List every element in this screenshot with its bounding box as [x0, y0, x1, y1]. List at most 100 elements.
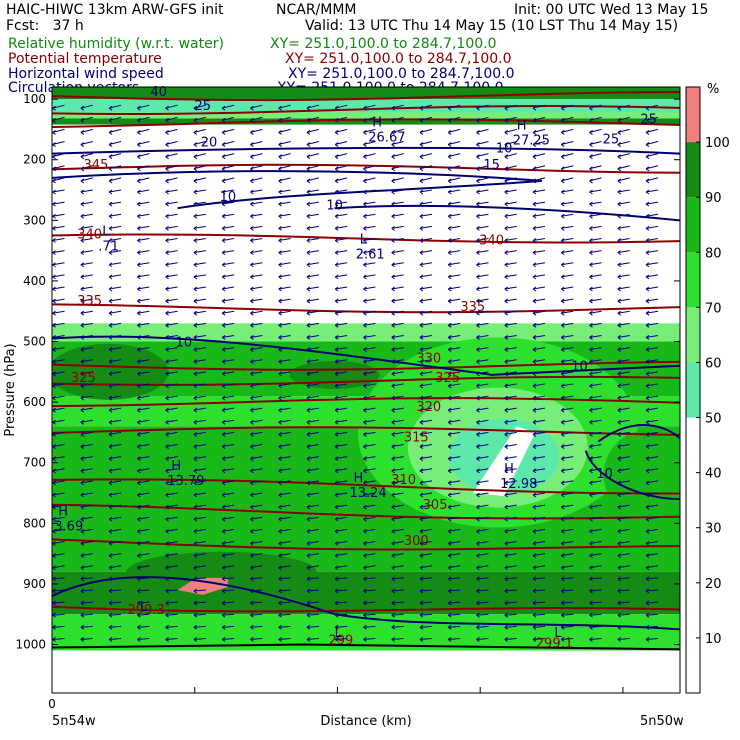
wind-vector — [278, 213, 291, 219]
wind-vector — [617, 553, 630, 559]
wind-vector — [419, 624, 432, 630]
wind-vector — [80, 456, 93, 462]
y-tick-label: 500 — [23, 335, 46, 349]
wind-vector — [617, 286, 630, 292]
wind-vector — [645, 444, 659, 449]
wind-vector — [391, 116, 404, 123]
wind-vector — [419, 371, 433, 377]
theta-label: 315 — [404, 431, 429, 446]
wind-vector — [617, 116, 630, 123]
wind-vector — [560, 553, 574, 559]
colorbar-tick-label: 60 — [705, 356, 722, 371]
wind-vector — [560, 128, 574, 135]
x-left-endpoint: 5n54w — [52, 714, 96, 729]
wind-vector — [250, 165, 263, 172]
wind-vector — [137, 637, 150, 642]
wind-label: 10 — [326, 198, 343, 213]
wind-vector — [278, 128, 291, 135]
wind-vector — [80, 141, 93, 147]
wind-vector — [504, 553, 517, 559]
wind-vector — [363, 238, 376, 243]
wind-vector — [278, 541, 291, 546]
extremum-marker: H — [171, 459, 181, 474]
wind-vector — [306, 419, 319, 425]
wind-vector — [391, 189, 404, 195]
wind-vector — [80, 262, 93, 268]
wind-label: 25 — [603, 132, 620, 147]
wind-vector — [645, 104, 659, 111]
wind-vector — [80, 576, 93, 582]
wind-vector — [645, 541, 659, 546]
wind-vector — [617, 310, 630, 316]
theta-contour — [52, 397, 680, 408]
wind-vector — [447, 141, 461, 147]
wind-vector — [419, 177, 433, 184]
wind-vector — [447, 480, 461, 486]
theta-label: 305 — [423, 498, 448, 513]
wind-vector — [560, 189, 574, 195]
contour-labels: 345 340 340 335 335 330 325 325 320 315 310 305 300 2… — [54, 85, 657, 651]
wind-vector — [137, 359, 150, 365]
wind-vector — [306, 637, 319, 642]
wind-vector — [80, 371, 93, 377]
wind-vector — [52, 444, 65, 449]
wind-vector — [193, 371, 206, 377]
wind-vector — [250, 359, 263, 365]
wind-vector — [589, 189, 602, 195]
wind-vector — [447, 274, 461, 280]
wind-vector — [306, 431, 319, 437]
wind-vector — [306, 225, 319, 231]
extremum-marker: H — [504, 462, 514, 477]
wind-vector — [560, 468, 574, 474]
wind-vector — [80, 116, 93, 123]
wind-vector — [278, 624, 291, 630]
wind-vector — [476, 528, 489, 534]
wind-vector — [589, 444, 602, 449]
wind-vector — [278, 310, 291, 316]
wind-vector — [504, 225, 517, 231]
wind-vector — [419, 286, 433, 292]
wind-vector — [447, 565, 461, 571]
wind-vector — [137, 201, 150, 207]
wind-vector — [560, 141, 574, 147]
wind-vector — [589, 395, 602, 401]
wind-vector — [447, 588, 461, 594]
wind-vector — [52, 165, 65, 172]
wind-vector — [137, 456, 150, 462]
wind-vector — [108, 128, 122, 135]
wind-vector — [476, 407, 489, 413]
wind-vector — [306, 576, 319, 582]
wind-vector — [108, 201, 122, 207]
theta-label: 335 — [460, 300, 485, 315]
wind-vector — [137, 588, 150, 594]
wind-vector — [476, 347, 489, 352]
wind-vector — [334, 225, 348, 231]
wind-vector — [221, 128, 235, 135]
wind-vector — [645, 298, 659, 304]
wind-vector — [193, 383, 206, 389]
wind-vector — [193, 128, 206, 135]
wind-vector — [645, 383, 659, 389]
wind-vector — [52, 541, 65, 546]
wind-vector — [193, 468, 206, 474]
wind-vector — [589, 153, 602, 160]
wind-vector — [504, 576, 517, 582]
wind-vector — [645, 238, 659, 243]
wind-vector — [52, 310, 65, 316]
wind-vector — [504, 201, 517, 207]
wind-vector — [165, 637, 178, 642]
wind-vector — [363, 528, 376, 534]
wind-vector — [306, 565, 319, 571]
colorbar-unit: % — [707, 82, 719, 97]
extremum-value: 12.98 — [500, 477, 537, 492]
theta-contour — [52, 538, 680, 551]
wind-vector — [589, 468, 602, 474]
wind-vector — [306, 274, 319, 280]
wind-vector — [645, 359, 659, 365]
wind-vector — [476, 624, 489, 630]
wind-vector — [108, 189, 122, 195]
wind-vector — [363, 395, 376, 401]
wind-vector — [137, 407, 150, 413]
wind-vector — [165, 600, 178, 606]
colorbar-tick-label: 50 — [705, 412, 722, 427]
